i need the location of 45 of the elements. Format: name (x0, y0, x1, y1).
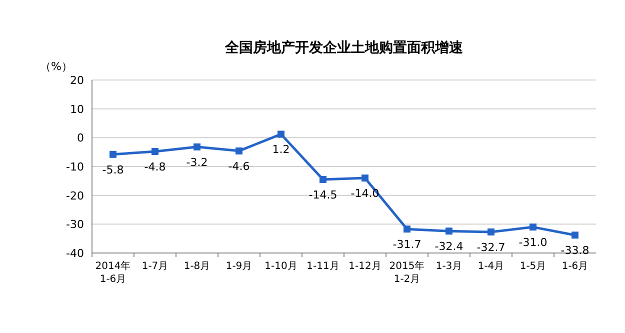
data-label: -32.7 (476, 240, 506, 254)
chart-title: 全国房地产开发企业土地购置面积增速 (224, 39, 464, 56)
x-tick-label: 1-5月 (520, 261, 546, 272)
y-axis-title: （%） (40, 60, 72, 73)
x-tick-label: 1-10月 (264, 261, 298, 272)
y-tick-label: 20 (70, 74, 84, 87)
point (320, 176, 326, 183)
x-tick-label: 1-9月 (226, 261, 252, 272)
point (278, 130, 284, 138)
data-label: -33.8 (560, 244, 590, 258)
data-label: -3.2 (186, 156, 208, 169)
data-label: -14.0 (350, 187, 380, 200)
x-tick-label: 2015年 1-2月 (389, 260, 425, 285)
data-label: 1.2 (272, 143, 290, 156)
data-label: -31.7 (392, 238, 422, 252)
point (110, 150, 116, 158)
x-tick-label: 1-11月 (306, 261, 340, 272)
y-tick-label: -40 (66, 247, 84, 260)
x-tick-label: 1-3月 (436, 261, 462, 272)
x-tick-label: 1-6月 (562, 261, 588, 272)
x-tick-label: 2014年 1-6月 (95, 260, 131, 285)
point (362, 174, 368, 182)
data-label: -32.4 (434, 240, 464, 254)
data-label: -14.5 (308, 188, 338, 202)
point (572, 232, 578, 239)
data-label: -5.8 (102, 163, 124, 176)
x-tick-label: 1-12月 (348, 261, 382, 272)
point (488, 228, 494, 236)
y-tick-label: 10 (70, 102, 84, 116)
point (194, 143, 200, 150)
data-label: -31.0 (518, 236, 548, 250)
point (152, 148, 158, 156)
point (236, 147, 242, 154)
y-tick-label: -10 (66, 160, 84, 174)
point (446, 228, 452, 235)
x-tick-label: 1-4月 (478, 261, 504, 272)
point (404, 226, 410, 233)
y-tick-label: -20 (66, 189, 84, 202)
data-label: -4.6 (228, 160, 250, 173)
y-tick-label: -30 (66, 218, 84, 232)
x-tick-label: 1-7月 (142, 261, 168, 272)
point (530, 224, 536, 231)
y-tick-label: 0 (77, 132, 84, 145)
data-label: -4.8 (144, 160, 166, 174)
x-tick-label: 1-8月 (184, 261, 210, 272)
